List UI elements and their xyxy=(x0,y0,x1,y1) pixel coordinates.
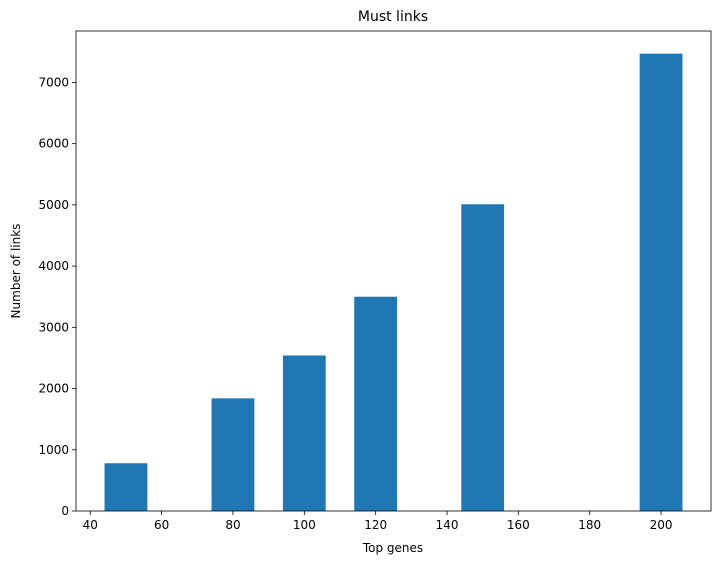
x-tick-label: 200 xyxy=(650,518,673,532)
x-tick-label: 100 xyxy=(293,518,316,532)
x-axis-ticks: 40 60 80 100 120 140 160 180 200 xyxy=(83,511,673,532)
y-tick-label: 5000 xyxy=(38,198,69,212)
x-tick-label: 40 xyxy=(83,518,98,532)
bars-group xyxy=(104,53,683,511)
y-tick-label: 4000 xyxy=(38,259,69,273)
plot-frame xyxy=(75,30,712,512)
x-tick-label: 140 xyxy=(436,518,459,532)
x-tick-label: 160 xyxy=(507,518,530,532)
bar-120 xyxy=(354,296,398,511)
y-axis-label: Number of links xyxy=(9,224,23,319)
y-tick-label: 3000 xyxy=(38,320,69,334)
x-tick-label: 180 xyxy=(578,518,601,532)
y-tick-label: 2000 xyxy=(38,382,69,396)
x-tick-label: 120 xyxy=(364,518,387,532)
bar-150 xyxy=(461,204,505,511)
x-axis-label: Top genes xyxy=(362,541,423,555)
y-tick-label: 6000 xyxy=(38,137,69,151)
y-tick-label: 1000 xyxy=(38,443,69,457)
bar-200 xyxy=(639,53,683,511)
bar-50 xyxy=(104,463,148,511)
x-tick-label: 80 xyxy=(225,518,240,532)
bar-100 xyxy=(282,355,326,511)
x-tick-label: 60 xyxy=(154,518,169,532)
chart-title: Must links xyxy=(358,9,428,25)
y-tick-label: 7000 xyxy=(38,75,69,89)
bar-80 xyxy=(211,398,255,511)
y-tick-label: 0 xyxy=(61,504,69,518)
y-axis-ticks: 0 1000 2000 3000 4000 5000 6000 7000 xyxy=(38,75,76,518)
